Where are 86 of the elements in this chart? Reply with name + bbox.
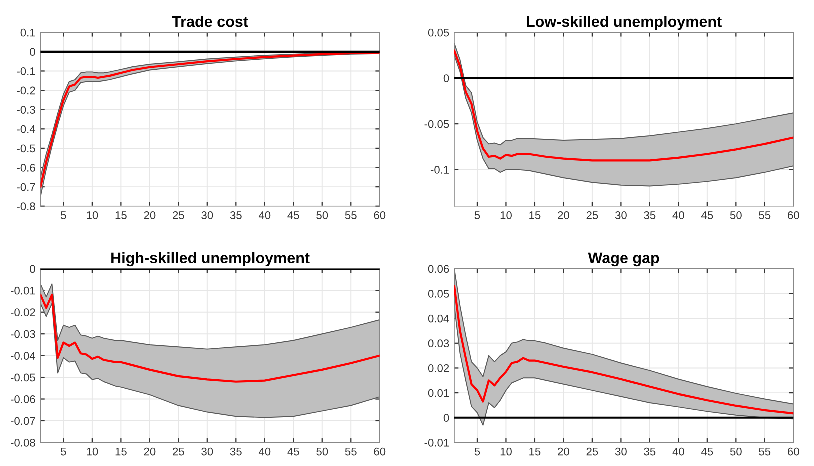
x-tick-label: 45	[702, 212, 714, 220]
x-tick-label: 10	[87, 212, 98, 220]
x-tick-label: 20	[144, 212, 156, 220]
y-tick-label: 0.06	[428, 265, 450, 274]
x-tick-label: 15	[116, 212, 127, 220]
y-tick-label: 0	[30, 265, 36, 274]
y-tick-label: -0.6	[17, 164, 36, 172]
x-tick-label: 60	[374, 212, 386, 220]
y-tick-label: -0.01	[424, 438, 450, 447]
x-tick-label: 20	[558, 448, 570, 456]
y-tick-label: 0.03	[428, 340, 450, 348]
x-tick-label: 50	[316, 212, 328, 220]
x-tick-label: 35	[230, 448, 242, 456]
x-tick-label: 30	[615, 448, 627, 456]
x-tick-label: 40	[258, 212, 271, 220]
y-tick-label: 0	[444, 414, 450, 422]
y-tick-label: 0	[30, 48, 36, 56]
x-tick-label: 60	[374, 448, 386, 456]
x-tick-label: 30	[202, 448, 214, 456]
chart-title: Wage gap	[588, 252, 660, 267]
y-tick-label: 0.05	[428, 290, 450, 298]
chart-title: High-skilled unemployment	[112, 252, 310, 267]
x-tick-label: 30	[615, 212, 627, 220]
x-tick-label: 25	[586, 212, 598, 220]
x-tick-label: 15	[116, 448, 127, 456]
y-tick-label: -0.05	[11, 374, 36, 382]
x-tick-label: 15	[530, 448, 541, 456]
x-tick-label: 50	[730, 212, 742, 220]
y-tick-label: -0.8	[17, 202, 36, 211]
x-tick-label: 5	[61, 448, 66, 456]
x-tick-label: 45	[702, 448, 714, 456]
y-tick-label: -0.2	[17, 86, 36, 95]
chart-title: Trade cost	[172, 16, 248, 28]
x-tick-label: 20	[144, 448, 156, 456]
y-tick-label: -0.05	[424, 120, 450, 128]
y-tick-label: 0.1	[20, 28, 36, 37]
x-tick-label: 25	[173, 212, 184, 220]
y-tick-label: -0.4	[17, 125, 36, 134]
x-tick-label: 35	[230, 212, 242, 220]
y-tick-label: 0.05	[428, 28, 450, 37]
x-tick-label: 30	[202, 212, 214, 220]
x-tick-label: 15	[530, 212, 541, 220]
y-tick-label: -0.5	[17, 144, 36, 153]
y-tick-label: 0.02	[428, 364, 450, 372]
x-tick-label: 10	[500, 448, 512, 456]
y-tick-label: -0.08	[11, 438, 36, 447]
y-tick-label: -0.1	[17, 68, 36, 76]
chart-title: Low-skilled unemployment	[527, 16, 722, 30]
x-tick-label: 40	[672, 212, 684, 220]
x-tick-label: 5	[474, 212, 480, 220]
y-tick-label: 0.01	[428, 389, 450, 398]
x-tick-label: 35	[644, 212, 656, 220]
x-tick-label: 60	[788, 212, 800, 220]
line-series	[454, 50, 794, 162]
x-tick-label: 60	[788, 448, 800, 456]
x-tick-label: 20	[558, 212, 570, 220]
x-tick-label: 35	[644, 448, 656, 456]
x-tick-label: 50	[730, 448, 742, 456]
line-series	[454, 285, 794, 415]
y-tick-label: -0.04	[11, 352, 36, 360]
line-series	[40, 294, 380, 383]
y-tick-label: -0.1	[430, 166, 450, 174]
x-tick-label: 55	[345, 448, 357, 456]
y-tick-label: -0.07	[11, 417, 36, 426]
x-tick-label: 55	[345, 212, 357, 220]
y-tick-label: -0.3	[17, 106, 36, 114]
x-tick-label: 45	[288, 212, 300, 220]
x-tick-label: 50	[316, 448, 328, 456]
x-tick-label: 45	[288, 448, 300, 456]
y-tick-label: -0.7	[17, 183, 36, 192]
x-tick-label: 55	[759, 212, 771, 220]
x-tick-label: 10	[500, 212, 512, 220]
y-tick-label: -0.02	[11, 308, 36, 317]
x-tick-label: 5	[61, 212, 66, 220]
x-tick-label: 25	[586, 448, 598, 456]
x-tick-label: 10	[87, 448, 98, 456]
x-tick-label: 5	[474, 448, 480, 456]
y-tick-label: -0.03	[11, 330, 36, 338]
x-tick-label: 55	[759, 448, 771, 456]
x-tick-label: 25	[173, 448, 184, 456]
y-tick-label: 0.04	[428, 314, 450, 323]
y-tick-label: -0.06	[11, 396, 36, 404]
y-tick-label: -0.01	[11, 286, 36, 295]
x-tick-label: 40	[258, 448, 271, 456]
x-tick-label: 40	[672, 448, 684, 456]
y-tick-label: 0	[444, 74, 450, 82]
